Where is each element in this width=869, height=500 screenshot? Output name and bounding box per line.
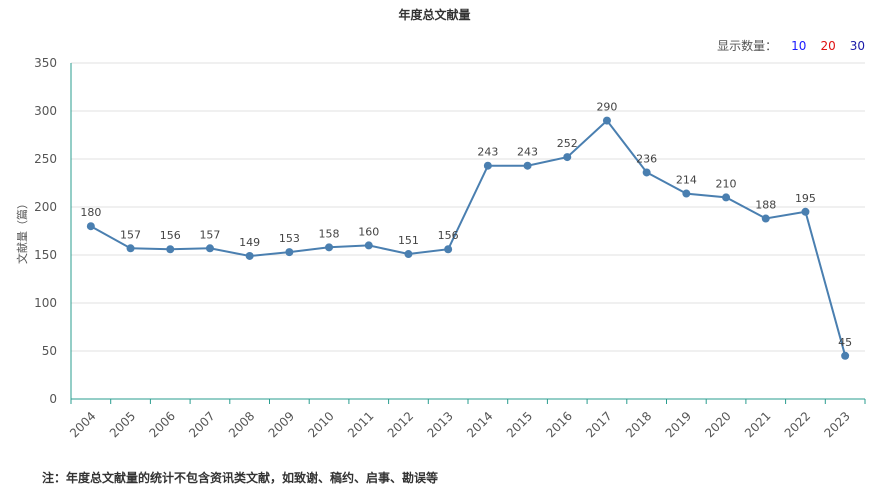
data-label: 45	[838, 336, 852, 349]
x-tick-label: 2005	[107, 409, 138, 440]
data-label: 243	[477, 146, 498, 159]
x-tick-label: 2014	[464, 409, 495, 440]
data-point	[483, 161, 492, 170]
data-point	[761, 214, 770, 223]
y-tick-label: 150	[34, 248, 57, 262]
data-label: 188	[755, 199, 776, 212]
x-tick-label: 2012	[385, 409, 416, 440]
x-tick-label: 2008	[226, 409, 257, 440]
data-point	[166, 245, 175, 254]
data-point	[602, 116, 611, 125]
x-tick-label: 2004	[67, 409, 98, 440]
count-option-10[interactable]: 10	[791, 38, 807, 53]
x-tick-label: 2018	[623, 409, 654, 440]
x-tick-label: 2013	[424, 409, 455, 440]
data-point	[801, 207, 810, 216]
data-point	[563, 153, 572, 162]
data-label: 153	[279, 232, 300, 245]
chart-title: 年度总文献量	[398, 8, 471, 22]
x-tick-label: 2020	[702, 409, 733, 440]
data-label: 195	[795, 192, 816, 205]
data-point	[682, 189, 691, 198]
data-label: 151	[398, 234, 419, 247]
data-label: 160	[358, 225, 379, 238]
data-point	[404, 250, 413, 259]
data-label: 149	[239, 236, 260, 249]
y-tick-label: 0	[49, 392, 57, 406]
data-point	[86, 222, 95, 231]
line-chart: 0 50 100 150 200 250 300 350 文献量（篇） 2004 2005 2006 2…	[15, 56, 866, 440]
series-line	[90, 119, 847, 357]
x-tick-label: 2023	[821, 409, 852, 440]
data-label: 210	[716, 177, 737, 190]
count-option-20[interactable]: 20	[820, 38, 836, 53]
data-point	[325, 243, 334, 252]
count-selector: 显示数量： 10 20 30	[717, 37, 865, 54]
x-tick-label: 2019	[663, 409, 694, 440]
data-point	[126, 244, 135, 253]
x-tick-label: 2015	[504, 409, 535, 440]
x-tick-label: 2016	[544, 409, 575, 440]
y-tick-label: 100	[34, 296, 57, 310]
data-point	[364, 241, 373, 250]
y-tick-label: 50	[42, 344, 57, 358]
y-tick-label: 200	[34, 200, 57, 214]
x-tick-label: 2007	[186, 409, 217, 440]
y-axis-title: 文献量（篇）	[15, 198, 29, 264]
y-tick-label: 250	[34, 152, 57, 166]
footnote: 注：年度总文献量的统计不包含资讯类文献，如致谢、稿约、启事、勘误等	[42, 471, 439, 485]
count-selector-label: 显示数量：	[717, 39, 778, 53]
x-tick-label: 2017	[583, 409, 614, 440]
x-tick-label: 2009	[266, 409, 297, 440]
data-point	[642, 168, 651, 177]
y-tick-label: 350	[34, 56, 57, 70]
data-point	[722, 193, 731, 202]
data-label: 157	[120, 228, 141, 241]
data-point	[444, 245, 453, 254]
data-label: 252	[557, 137, 578, 150]
data-label: 236	[636, 152, 657, 165]
y-tick-label: 300	[34, 104, 57, 118]
data-point	[285, 248, 294, 257]
x-tick-label: 2006	[147, 409, 178, 440]
data-label: 214	[676, 174, 697, 187]
x-tick-label: 2011	[345, 409, 376, 440]
count-option-30[interactable]: 30	[849, 38, 865, 53]
x-tick-label: 2021	[742, 409, 773, 440]
data-point	[841, 351, 850, 360]
data-label: 180	[80, 206, 101, 219]
x-tick-label: 2022	[782, 409, 813, 440]
data-point	[205, 244, 214, 253]
data-label: 290	[596, 101, 617, 114]
data-label: 157	[199, 228, 220, 241]
data-point	[523, 161, 532, 170]
data-point	[245, 251, 254, 260]
data-label: 156	[160, 229, 181, 242]
data-label: 243	[517, 146, 538, 159]
x-tick-label: 2010	[305, 409, 336, 440]
data-label: 156	[438, 229, 459, 242]
data-label: 158	[319, 227, 340, 240]
